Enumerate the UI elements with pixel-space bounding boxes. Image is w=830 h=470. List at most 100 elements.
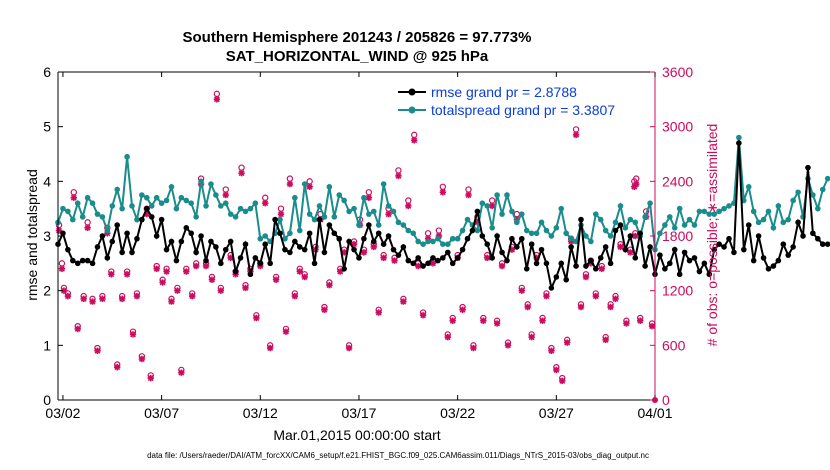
rmse-point [380,241,387,247]
obs-assimilated-stroke [365,194,372,201]
obs-assimilated-marker [80,295,87,303]
totalspread-point [765,208,772,215]
obs-assimilated-marker [208,276,216,283]
obs-assimilated-stroke [108,271,115,278]
totalspread-point [163,197,170,204]
obs-assimilated-marker [262,200,269,207]
totalspread-point [65,208,71,215]
obs-assimilated-marker [159,279,166,286]
rmse-point [716,241,722,247]
rmse-point [459,246,466,253]
totalspread-point [296,227,303,234]
obs-assimilated-stroke [411,137,418,144]
obs-assimilated-stroke [548,347,555,354]
totalspread-point [208,181,214,187]
totalspread-point [750,208,757,215]
obs-assimilated-marker [623,320,630,327]
rmse-point [711,246,718,253]
obs-assimilated-marker [498,262,506,270]
totalspread-point [538,219,545,226]
obs-assimilated-stroke [553,366,560,373]
rmse-point [474,208,481,215]
rmse-point [163,246,170,253]
obs-assimilated-marker [405,202,412,210]
obs-assimilated-stroke [114,364,121,371]
obs-assimilated-marker [375,309,382,316]
rmse-point [306,230,313,237]
totalspread-point [573,238,579,245]
totalspread-point [642,214,648,220]
totalspread-point [79,214,86,220]
obs-assimilated-marker [64,292,72,300]
totalspread-point [395,219,402,226]
rmse-point [676,271,683,278]
totalspread-point [326,184,333,190]
obs-assimilated-marker [400,298,407,305]
totalspread-point [316,203,323,209]
obs-assimilated-stroke [649,323,656,330]
obs-assimilated-marker [108,271,115,278]
rmse-point [296,244,303,250]
obs-assimilated-marker [539,317,546,324]
totalspread-point [760,216,767,223]
rmse-point [405,257,412,264]
obs-assimilated-stroke [602,336,609,343]
rmse-point [533,260,540,267]
totalspread-point [198,178,204,185]
obs-assimilated-marker [138,355,146,363]
rmse-point [104,255,111,261]
totalspread-point [543,227,550,234]
rmse-point [588,257,594,264]
obs-assimilated-marker [602,336,609,344]
rmse-point [425,260,431,267]
totalspread-point [745,184,752,190]
obs-assimilated-stroke [607,304,614,311]
totalspread-point [533,230,540,237]
totalspread-point [311,216,318,223]
obs-assimilated-stroke [395,172,402,179]
obs-assimilated-stroke [632,233,639,239]
totalspread-point [341,197,347,204]
obs-assimilated-stroke [99,295,106,302]
rmse-point [449,260,456,267]
totalspread-point [523,227,530,234]
totalspread-point [282,235,288,242]
rmse-point [819,241,826,247]
rmse-point [198,233,204,239]
totalspread-point [70,216,76,223]
rmse-point [824,241,830,247]
obs-assimilated-marker [553,366,560,374]
rmse-point [721,244,727,250]
rmse-point [647,244,653,250]
obs-assimilated-stroke [505,342,511,349]
rmse-point [341,266,347,272]
totalspread-point [553,225,560,231]
totalspread-point [247,205,254,212]
obs-assimilated-stroke [528,334,535,341]
rmse-point [681,249,688,256]
rmse-point [489,255,495,261]
totalspread-point [755,219,762,226]
totalspread-point [780,219,787,226]
totalspread-point [129,203,135,209]
rmse-point [119,249,125,256]
y-right-tick-label: 1800 [662,228,693,244]
rmse-point [499,249,505,256]
rmse-point [602,244,609,250]
obs-assimilated-stroke [518,287,525,294]
obs-assimilated-marker [217,287,225,294]
totalspread-point [227,211,234,217]
obs-assimilated-marker [488,202,496,210]
totalspread-point [257,235,264,242]
rmse-point [370,238,377,245]
rmse-point [795,219,801,226]
obs-assimilated-marker [183,268,190,275]
obs-assimilated-stroke [459,306,466,313]
rmse-point [523,266,530,272]
x-tick-label: 03/07 [144,405,179,421]
totalspread-point [597,216,604,223]
totalspread-point [183,197,190,204]
obs-assimilated-stroke [444,334,451,341]
totalspread-point [509,208,515,215]
